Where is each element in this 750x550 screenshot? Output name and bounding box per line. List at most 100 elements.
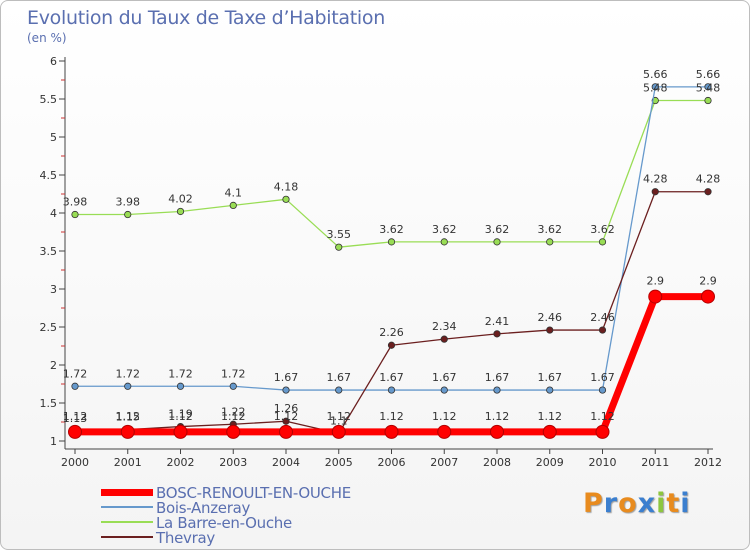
data-point [120, 424, 135, 439]
data-point [229, 201, 237, 209]
data-label: 1.15 [116, 411, 141, 424]
data-label: 3.55 [327, 228, 352, 241]
data-label: 2.9 [647, 275, 665, 288]
data-point [542, 424, 557, 439]
data-point [701, 289, 715, 304]
x-tick-label: 2007 [430, 456, 458, 469]
y-tick-label: 3.5 [40, 245, 58, 258]
data-point [651, 188, 659, 196]
data-point [651, 83, 659, 91]
logo-letter: o [618, 488, 638, 519]
data-label: 2.34 [432, 320, 457, 333]
data-point [124, 382, 132, 390]
y-tick-label: 5 [50, 131, 57, 144]
data-label: 5.48 [696, 82, 721, 95]
data-label: 3.62 [590, 223, 615, 236]
data-label: 1.26 [274, 402, 299, 415]
data-point [595, 424, 610, 439]
logo-letter: i [680, 488, 691, 519]
data-label: 1.13 [63, 412, 88, 425]
x-tick-label: 2012 [694, 456, 722, 469]
x-tick-label: 2009 [536, 456, 564, 469]
data-label: 4.28 [696, 173, 721, 186]
data-label: 2.26 [379, 326, 404, 339]
data-label: 1.1 [330, 414, 348, 427]
data-label: 5.66 [696, 68, 721, 81]
data-label: 4.28 [643, 173, 668, 186]
data-label: 1.72 [221, 367, 246, 380]
data-label: 2.46 [590, 311, 615, 324]
logo-letter: P [583, 488, 604, 519]
y-tick-label: 2.5 [40, 321, 58, 334]
data-point [440, 335, 448, 343]
data-point [71, 210, 79, 219]
logo-letter: x [637, 488, 657, 519]
logo-letter: i [656, 488, 667, 519]
data-point [493, 386, 501, 394]
data-label: 4.02 [168, 192, 193, 205]
data-point [598, 326, 607, 334]
data-point [387, 341, 396, 349]
data-label: 1.12 [274, 410, 299, 423]
y-tick-label: 5.5 [40, 93, 58, 106]
data-label: 1.67 [485, 371, 510, 384]
legend-swatch [101, 521, 153, 523]
data-label: 3.98 [63, 196, 88, 209]
data-label: 4.18 [274, 180, 299, 193]
data-point [176, 382, 185, 390]
data-point [546, 326, 554, 334]
x-tick-label: 2002 [167, 456, 195, 469]
x-tick-label: 2000 [61, 456, 89, 469]
data-point [282, 195, 290, 203]
data-label: 1.72 [63, 367, 88, 380]
data-point [124, 210, 132, 219]
data-point [226, 424, 241, 439]
x-tick-label: 2001 [114, 456, 142, 469]
x-tick-label: 2004 [272, 456, 300, 469]
data-point [490, 424, 504, 439]
data-point [493, 238, 501, 246]
data-label: 1.67 [379, 371, 404, 384]
data-point [598, 238, 607, 246]
data-point [282, 386, 290, 394]
logo-letter: t [666, 488, 681, 519]
x-tick-label: 2003 [219, 456, 247, 469]
data-point [440, 386, 448, 394]
logo-letter: r [603, 488, 619, 519]
data-label: 1.67 [538, 371, 563, 384]
data-point [173, 424, 188, 439]
data-label: 3.62 [538, 223, 563, 236]
data-label: 1.12 [485, 410, 510, 423]
x-tick-label: 2008 [483, 456, 511, 469]
data-label: 1.12 [432, 410, 457, 423]
data-point [440, 238, 448, 246]
y-tick-label: 4 [50, 207, 57, 220]
data-point [331, 424, 346, 439]
legend-label: Bois-Anzeray [156, 499, 251, 517]
data-label: 1.19 [168, 408, 193, 421]
data-point [387, 386, 396, 394]
data-label: 2.46 [538, 311, 563, 324]
data-label: 1.22 [221, 405, 246, 418]
legend-label: BOSC-RENOULT-EN-OUCHE [156, 484, 351, 502]
data-label: 2.41 [485, 315, 510, 328]
data-point [279, 424, 293, 439]
data-label: 4.1 [225, 186, 243, 199]
data-label: 1.72 [116, 367, 141, 380]
y-tick-label: 1 [50, 435, 57, 448]
legend-swatch [101, 506, 153, 508]
data-point [68, 424, 82, 439]
y-tick-label: 1.5 [40, 397, 58, 410]
data-point [335, 243, 343, 251]
data-point [704, 188, 712, 196]
data-label: 1.12 [379, 410, 404, 423]
data-label: 3.62 [485, 223, 510, 236]
data-point [71, 382, 79, 390]
data-point [704, 83, 712, 91]
data-label: 1.67 [274, 371, 299, 384]
data-label: 1.67 [432, 371, 457, 384]
x-tick-label: 2010 [589, 456, 617, 469]
data-point [546, 238, 554, 246]
chart-subtitle: (en %) [27, 31, 67, 45]
